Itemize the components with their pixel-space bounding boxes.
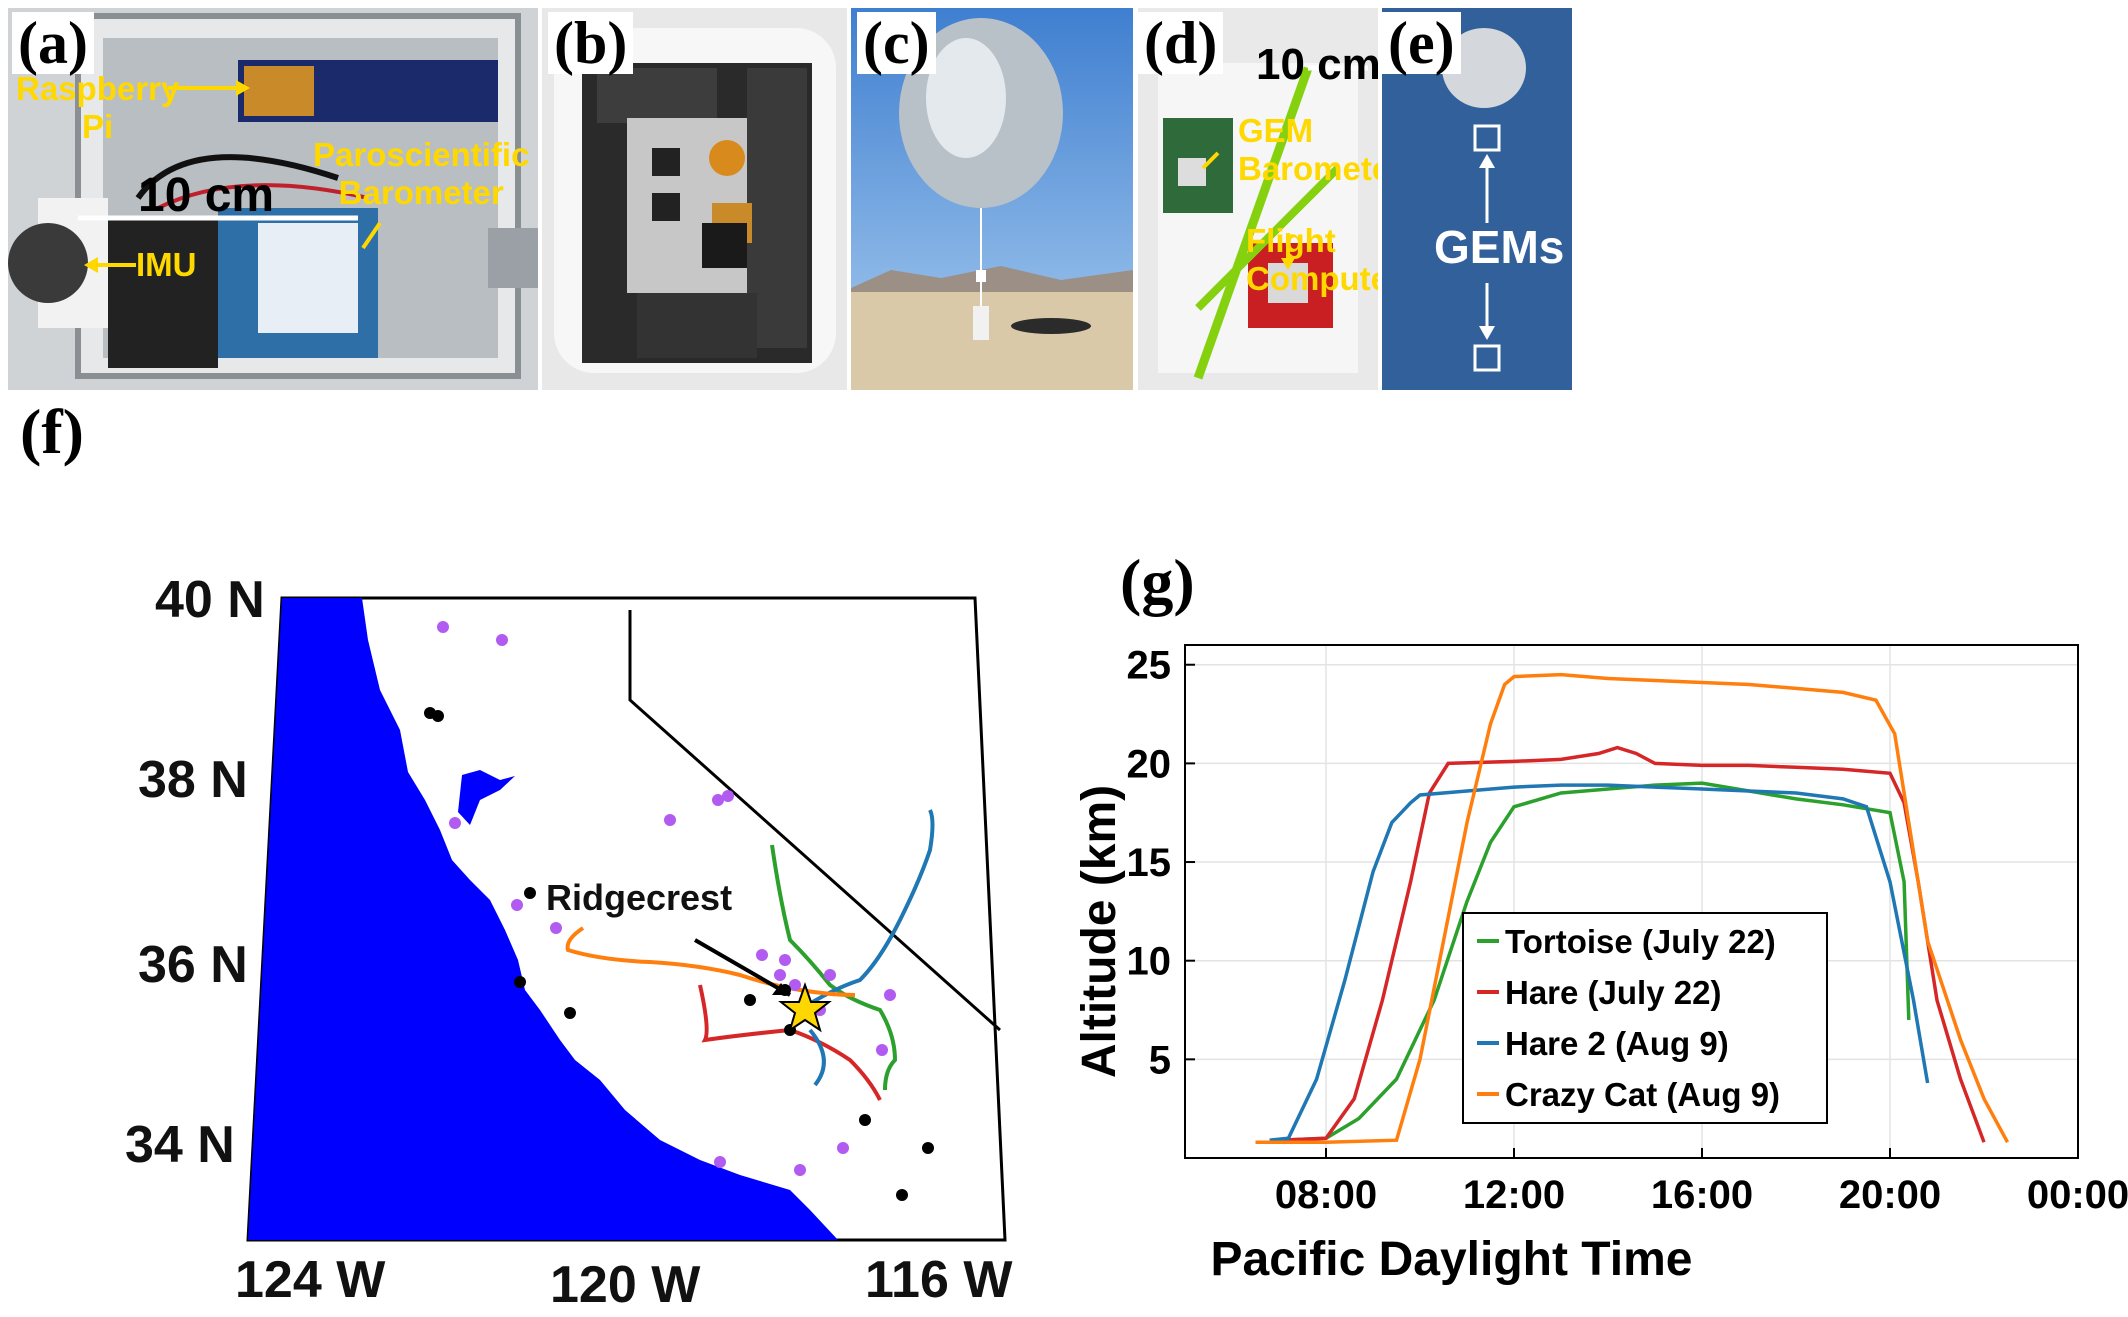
arrow-barometer — [361, 221, 382, 250]
panel-label-a: (a) — [12, 12, 94, 74]
lat-tick-34n: 34 N — [125, 1116, 235, 1174]
y-tick-label: 15 — [1127, 841, 1172, 885]
plot-frame — [1184, 644, 2079, 1159]
panel-d-photo: (d) 10 cm GEM Barometer Flight Computer — [1138, 8, 1378, 390]
scale-bar-label-d: 10 cm — [1256, 40, 1378, 89]
panel-label-e: (e) — [1382, 12, 1461, 74]
series-line-3 — [1255, 672, 2010, 1144]
person — [973, 306, 989, 340]
y-tick-label: 25 — [1127, 644, 1172, 688]
paroscientific-barometer-label: Paroscientific Barometer — [313, 136, 530, 211]
lon-tick-116w: 116 W — [865, 1251, 1013, 1309]
x-tick-label: 12:00 — [1463, 1173, 1565, 1217]
series-line-0 — [1278, 781, 1911, 1142]
lat-tick-38n: 38 N — [138, 751, 248, 809]
panel-e-photo: (e) GEMs — [1382, 8, 1572, 390]
x-tick-label: 16:00 — [1651, 1173, 1753, 1217]
gem-barometer-label: GEM Barometer — [1238, 112, 1378, 187]
legend-entry: Hare (July 22) — [1505, 974, 1721, 1011]
lon-tick-120w: 120 W — [550, 1256, 701, 1314]
y-tick-label: 20 — [1127, 742, 1172, 786]
panel-b-photo: (b) — [542, 8, 847, 390]
x-axis-label: Pacific Daylight Time — [1211, 1233, 1693, 1286]
panel-label-d: (d) — [1138, 12, 1224, 74]
balloon-launch-illustration — [851, 8, 1133, 390]
raspberry-pi-label: Raspberry Pi — [16, 70, 180, 145]
series-line-2 — [1269, 783, 1930, 1142]
panel-label-c: (c) — [857, 12, 936, 74]
panel-a-photo: (a) Raspberry Pi Paroscientific Baromete… — [8, 8, 538, 390]
legend-entry: Crazy Cat (Aug 9) — [1505, 1076, 1780, 1113]
panel-label-f: (f) — [20, 396, 84, 467]
panel-label-g: (g) — [1120, 546, 1195, 617]
lon-tick-124w: 124 W — [235, 1251, 386, 1309]
y-tick-label: 5 — [1149, 1038, 1171, 1082]
ridgecrest-label: Ridgecrest — [546, 877, 733, 918]
imu-label: IMU — [136, 246, 197, 283]
flight-computer-label: Flight Computer — [1246, 222, 1378, 297]
payload-box-illustration — [8, 8, 538, 390]
battery-pack — [108, 218, 218, 368]
legend-box — [1462, 912, 1828, 1124]
legend-entry: Tortoise (July 22) — [1505, 923, 1776, 960]
lat-tick-36n: 36 N — [138, 936, 248, 994]
scale-bar-label-a: 10 cm — [138, 169, 275, 222]
x-tick-label: 00:00 — [2027, 1173, 2128, 1217]
x-tick-label: 20:00 — [1839, 1173, 1941, 1217]
y-axis-label: Altitude (km) — [1073, 785, 1126, 1078]
x-tick-label: 08:00 — [1275, 1173, 1377, 1217]
y-tick-label: 10 — [1127, 940, 1172, 984]
gems-label: GEMs — [1434, 221, 1565, 273]
panel-c-photo: (c) — [851, 8, 1133, 390]
legend-entry: Hare 2 (Aug 9) — [1505, 1025, 1729, 1062]
panel-label-b: (b) — [548, 12, 634, 74]
